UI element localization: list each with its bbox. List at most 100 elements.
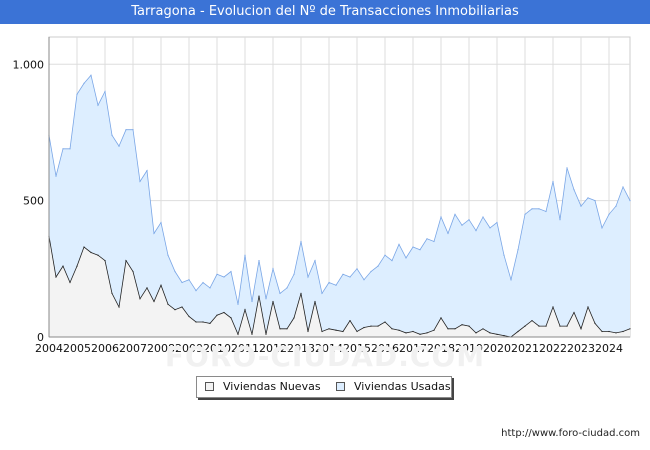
legend-label-usadas: Viviendas Usadas bbox=[354, 380, 451, 393]
point-viviendas-nuevas bbox=[153, 300, 155, 303]
point-viviendas-nuevas bbox=[279, 328, 281, 330]
point-viviendas-nuevas bbox=[181, 306, 183, 308]
point-viviendas-nuevas bbox=[307, 330, 309, 333]
point-viviendas-nuevas bbox=[629, 328, 631, 330]
point-viviendas-nuevas bbox=[573, 311, 575, 314]
point-viviendas-usadas bbox=[384, 254, 386, 256]
source-link[interactable]: http://www.foro-ciudad.com bbox=[501, 428, 640, 439]
point-viviendas-usadas bbox=[566, 167, 568, 169]
point-viviendas-usadas bbox=[370, 270, 372, 273]
point-viviendas-usadas bbox=[447, 232, 449, 234]
point-viviendas-usadas bbox=[482, 216, 484, 218]
point-viviendas-nuevas bbox=[622, 330, 624, 333]
point-viviendas-nuevas bbox=[258, 295, 260, 297]
point-viviendas-usadas bbox=[510, 279, 512, 281]
point-viviendas-usadas bbox=[552, 180, 554, 183]
point-viviendas-nuevas bbox=[188, 315, 190, 318]
point-viviendas-nuevas bbox=[489, 332, 491, 334]
point-viviendas-nuevas bbox=[244, 309, 246, 311]
point-viviendas-nuevas bbox=[566, 325, 568, 327]
chart-title: Tarragona - Evolucion del Nº de Transacc… bbox=[0, 0, 650, 24]
point-viviendas-nuevas bbox=[419, 333, 421, 335]
point-viviendas-nuevas bbox=[580, 328, 582, 330]
point-viviendas-nuevas bbox=[517, 330, 519, 333]
point-viviendas-nuevas bbox=[363, 326, 365, 329]
point-viviendas-usadas bbox=[405, 257, 407, 259]
x-tick-label: 2012 bbox=[259, 342, 287, 354]
point-viviendas-usadas bbox=[160, 221, 162, 224]
point-viviendas-nuevas bbox=[377, 325, 379, 327]
point-viviendas-usadas bbox=[314, 260, 316, 262]
point-viviendas-usadas bbox=[139, 180, 141, 183]
x-tick-label: 2017 bbox=[399, 342, 427, 354]
point-viviendas-usadas bbox=[461, 224, 463, 226]
x-tick-label: 2014 bbox=[315, 342, 343, 354]
point-viviendas-usadas bbox=[90, 74, 92, 76]
point-viviendas-usadas bbox=[181, 281, 183, 284]
point-viviendas-nuevas bbox=[104, 260, 106, 262]
point-viviendas-nuevas bbox=[321, 330, 323, 333]
point-viviendas-usadas bbox=[83, 82, 85, 84]
point-viviendas-usadas bbox=[573, 189, 575, 191]
point-viviendas-nuevas bbox=[342, 330, 344, 333]
point-viviendas-usadas bbox=[342, 273, 344, 275]
x-tick-label: 2006 bbox=[91, 342, 119, 354]
point-viviendas-nuevas bbox=[167, 303, 169, 305]
point-viviendas-nuevas bbox=[524, 325, 526, 327]
point-viviendas-nuevas bbox=[272, 300, 274, 303]
point-viviendas-usadas bbox=[265, 298, 267, 300]
point-viviendas-nuevas bbox=[132, 270, 134, 273]
point-viviendas-nuevas bbox=[538, 325, 540, 327]
point-viviendas-usadas bbox=[258, 260, 260, 262]
point-viviendas-usadas bbox=[615, 205, 617, 207]
point-viviendas-nuevas bbox=[454, 328, 456, 330]
point-viviendas-usadas bbox=[328, 281, 330, 284]
x-tick-label: 2018 bbox=[427, 342, 455, 354]
point-viviendas-usadas bbox=[594, 200, 596, 202]
point-viviendas-usadas bbox=[531, 208, 533, 210]
point-viviendas-usadas bbox=[545, 210, 547, 213]
point-viviendas-nuevas bbox=[125, 260, 127, 262]
point-viviendas-nuevas bbox=[475, 332, 477, 334]
point-viviendas-usadas bbox=[419, 249, 421, 251]
point-viviendas-nuevas bbox=[146, 287, 148, 289]
point-viviendas-nuevas bbox=[69, 281, 71, 284]
axes: 2004 2005 2006 2007 2008 2009 2010 2011 2012 2013… bbox=[13, 37, 630, 354]
point-viviendas-usadas bbox=[356, 268, 358, 270]
point-viviendas-usadas bbox=[230, 270, 232, 273]
point-viviendas-usadas bbox=[69, 148, 71, 150]
y-tick-label: 500 bbox=[23, 195, 44, 208]
x-tick-label: 2023 bbox=[567, 342, 595, 354]
point-viviendas-usadas bbox=[335, 284, 337, 286]
point-viviendas-nuevas bbox=[601, 330, 603, 333]
x-tick-label: 2024 bbox=[595, 342, 623, 354]
point-viviendas-usadas bbox=[608, 213, 610, 215]
point-viviendas-nuevas bbox=[356, 330, 358, 333]
point-viviendas-usadas bbox=[104, 90, 106, 93]
point-viviendas-nuevas bbox=[552, 306, 554, 308]
x-tick-label: 2007 bbox=[119, 342, 147, 354]
legend-label-nuevas: Viviendas Nuevas bbox=[223, 380, 321, 393]
point-viviendas-usadas bbox=[251, 300, 253, 303]
point-viviendas-usadas bbox=[174, 270, 176, 273]
point-viviendas-nuevas bbox=[265, 333, 267, 335]
chart-plot: 2004 2005 2006 2007 2008 2009 2010 2011 2012 2013… bbox=[13, 36, 631, 354]
point-viviendas-usadas bbox=[489, 227, 491, 229]
x-tick-label: 2004 bbox=[35, 342, 63, 354]
point-viviendas-nuevas bbox=[587, 306, 589, 308]
point-viviendas-usadas bbox=[559, 219, 561, 221]
x-tick-label: 2005 bbox=[63, 342, 91, 354]
point-viviendas-nuevas bbox=[286, 328, 288, 330]
point-viviendas-usadas bbox=[524, 213, 526, 215]
point-viviendas-usadas bbox=[454, 213, 456, 215]
point-viviendas-nuevas bbox=[230, 317, 232, 319]
x-tick-label: 2020 bbox=[483, 342, 511, 354]
point-viviendas-usadas bbox=[62, 148, 64, 150]
point-viviendas-nuevas bbox=[195, 321, 197, 323]
y-tick-label: 0 bbox=[37, 331, 44, 344]
point-viviendas-usadas bbox=[167, 254, 169, 256]
point-viviendas-nuevas bbox=[251, 333, 253, 335]
point-viviendas-usadas bbox=[391, 260, 393, 262]
point-viviendas-usadas bbox=[517, 249, 519, 251]
